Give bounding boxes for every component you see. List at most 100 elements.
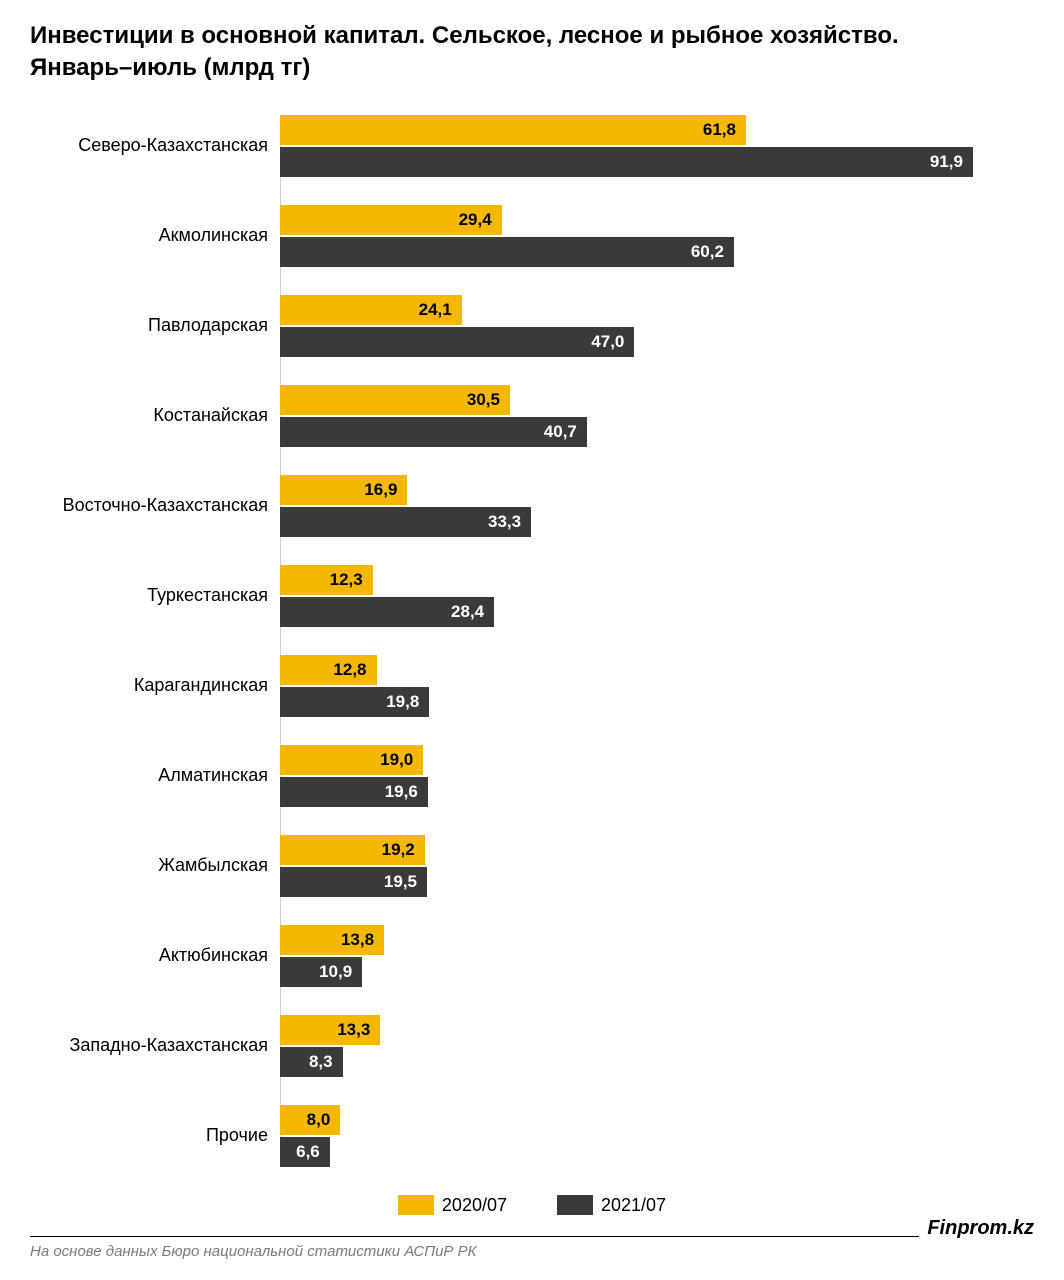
bars-cell: 13,3 8,3 — [280, 1015, 1034, 1077]
bar-2020: 24,1 — [280, 295, 462, 325]
bar-row: 13,8 — [280, 925, 1034, 955]
bars-cell: 24,1 47,0 — [280, 295, 1034, 357]
bars-cell: 12,3 28,4 — [280, 565, 1034, 627]
legend: 2020/07 2021/07 — [30, 1195, 1034, 1216]
bar-2020: 61,8 — [280, 115, 746, 145]
category-label: Западно-Казахстанская — [30, 1035, 280, 1056]
category-label: Жамбылская — [30, 855, 280, 876]
row-group: Западно-Казахстанская13,3 8,3 — [30, 1015, 1034, 1077]
bar-row: 19,2 — [280, 835, 1034, 865]
bar-2020: 30,5 — [280, 385, 510, 415]
legend-label-1: 2020/07 — [442, 1195, 507, 1216]
category-label: Костанайская — [30, 405, 280, 426]
bar-value-label: 19,5 — [384, 872, 417, 892]
bar-row: 8,0 — [280, 1105, 1034, 1135]
bar-2021: 47,0 — [280, 327, 634, 357]
row-group: Костанайская30,5 40,7 — [30, 385, 1034, 447]
bar-value-label: 24,1 — [419, 300, 452, 320]
category-label: Акмолинская — [30, 225, 280, 246]
row-group: Туркестанская12,328,4 — [30, 565, 1034, 627]
row-group: Павлодарская 24,1 47,0 — [30, 295, 1034, 357]
bar-2020: 13,3 — [280, 1015, 380, 1045]
row-group: Алматинская19,019,6 — [30, 745, 1034, 807]
bar-value-label: 8,0 — [307, 1110, 331, 1130]
bar-row: 13,3 — [280, 1015, 1034, 1045]
legend-item-2020: 2020/07 — [398, 1195, 507, 1216]
bars-cell: 13,8 10,9 — [280, 925, 1034, 987]
category-label: Карагандинская — [30, 675, 280, 696]
chart-title: Инвестиции в основной капитал. Сельское,… — [30, 20, 1034, 85]
legend-item-2021: 2021/07 — [557, 1195, 666, 1216]
bar-row: 33,3 — [280, 507, 1034, 537]
title-line-2: Январь–июль (млрд тг) — [30, 54, 310, 81]
row-group: Прочие 8,0 6,6 — [30, 1105, 1034, 1167]
bar-row: 40,7 — [280, 417, 1034, 447]
row-group: Карагандинская 12,8 19,8 — [30, 655, 1034, 717]
row-group: Жамбылская 19,2 19,5 — [30, 835, 1034, 897]
y-axis-line — [280, 115, 281, 1167]
bar-value-label: 91,9 — [930, 152, 963, 172]
bar-row: 6,6 — [280, 1137, 1034, 1167]
bar-row: 12,3 — [280, 565, 1034, 595]
bar-2020: 12,3 — [280, 565, 373, 595]
bars-cell: 16,9 33,3 — [280, 475, 1034, 537]
bar-value-label: 33,3 — [488, 512, 521, 532]
bar-2021: 91,9 — [280, 147, 973, 177]
bar-2021: 33,3 — [280, 507, 531, 537]
bar-rows-container: Северо-Казахстанская61,891,9Акмолинская2… — [30, 115, 1034, 1167]
bar-row: 19,6 — [280, 777, 1034, 807]
bar-value-label: 10,9 — [319, 962, 352, 982]
bar-2021: 10,9 — [280, 957, 362, 987]
bar-value-label: 12,3 — [330, 570, 363, 590]
bar-2020: 12,8 — [280, 655, 377, 685]
bars-cell: 12,8 19,8 — [280, 655, 1034, 717]
bar-2021: 28,4 — [280, 597, 494, 627]
bar-2021: 6,6 — [280, 1137, 330, 1167]
legend-swatch-dark — [557, 1195, 593, 1215]
bar-2021: 40,7 — [280, 417, 587, 447]
legend-swatch-yellow — [398, 1195, 434, 1215]
bar-value-label: 16,9 — [364, 480, 397, 500]
bars-cell: 19,2 19,5 — [280, 835, 1034, 897]
bar-row: 61,8 — [280, 115, 1034, 145]
bar-value-label: 19,2 — [382, 840, 415, 860]
bar-row: 29,4 — [280, 205, 1034, 235]
bar-value-label: 19,8 — [386, 692, 419, 712]
bar-row: 16,9 — [280, 475, 1034, 505]
bar-row: 60,2 — [280, 237, 1034, 267]
bar-row: 8,3 — [280, 1047, 1034, 1077]
bar-row: 12,8 — [280, 655, 1034, 685]
bar-value-label: 19,0 — [380, 750, 413, 770]
bar-value-label: 19,6 — [385, 782, 418, 802]
row-group: Акмолинская 29,4 60,2 — [30, 205, 1034, 267]
category-label: Прочие — [30, 1125, 280, 1146]
bar-2020: 13,8 — [280, 925, 384, 955]
bar-value-label: 29,4 — [459, 210, 492, 230]
bar-value-label: 8,3 — [309, 1052, 333, 1072]
bar-2021: 19,6 — [280, 777, 428, 807]
bar-2021: 19,5 — [280, 867, 427, 897]
bars-cell: 19,0 19,6 — [280, 745, 1034, 807]
source-note: На основе данных Бюро национальной стати… — [30, 1243, 476, 1260]
bar-2021: 19,8 — [280, 687, 429, 717]
row-group: Актюбинская13,8 10,9 — [30, 925, 1034, 987]
bar-value-label: 40,7 — [544, 422, 577, 442]
category-label: Актюбинская — [30, 945, 280, 966]
bar-row: 47,0 — [280, 327, 1034, 357]
bar-2021: 8,3 — [280, 1047, 343, 1077]
bar-2020: 19,2 — [280, 835, 425, 865]
bar-value-label: 60,2 — [691, 242, 724, 262]
bar-row: 19,8 — [280, 687, 1034, 717]
bar-2020: 19,0 — [280, 745, 423, 775]
bar-row: 10,9 — [280, 957, 1034, 987]
category-label: Павлодарская — [30, 315, 280, 336]
bar-value-label: 12,8 — [333, 660, 366, 680]
bar-row: 19,5 — [280, 867, 1034, 897]
bar-value-label: 6,6 — [296, 1142, 320, 1162]
brand-label: Finprom.kz — [919, 1217, 1034, 1240]
bar-value-label: 47,0 — [591, 332, 624, 352]
title-line-1: Инвестиции в основной капитал. Сельское,… — [30, 22, 899, 49]
footer: На основе данных Бюро национальной стати… — [30, 1236, 1034, 1260]
bar-row: 24,1 — [280, 295, 1034, 325]
bar-row: 28,4 — [280, 597, 1034, 627]
